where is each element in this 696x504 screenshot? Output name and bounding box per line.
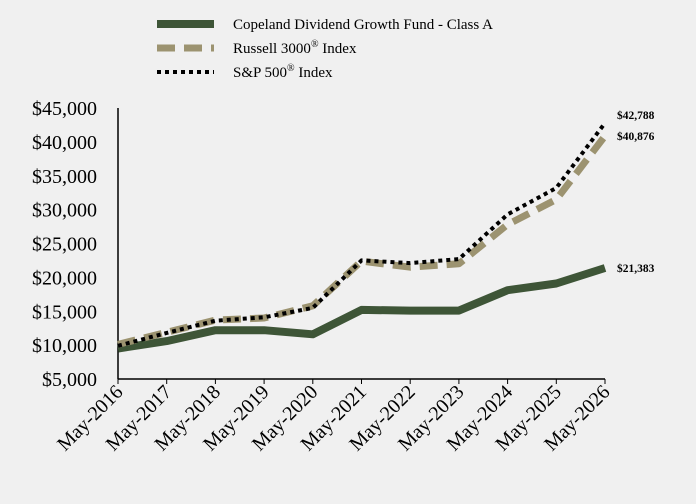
y-axis: $5,000 $10,000 $15,000 $20,000 $25,000 $30,00… bbox=[32, 98, 119, 391]
series-line-copeland-dividend-growth-fund-class-a bbox=[117, 264, 607, 353]
y-tick-label: $15,000 bbox=[32, 301, 97, 323]
y-tick-label: $5,000 bbox=[42, 369, 97, 391]
legend: Copeland Dividend Growth Fund - Class A R… bbox=[157, 17, 493, 81]
y-tick-label: $20,000 bbox=[32, 267, 97, 289]
y-tick-label: $25,000 bbox=[32, 234, 97, 256]
legend-label-copeland-dividend-growth-fund-class-a: Copeland Dividend Growth Fund - Class A bbox=[233, 17, 493, 33]
y-tick-label: $45,000 bbox=[32, 98, 97, 120]
x-axis: May-2016May-2017May-2018May-2019May-2020… bbox=[53, 378, 615, 455]
series-lines bbox=[117, 121, 608, 353]
y-tick-label: $35,000 bbox=[32, 166, 97, 188]
series-line-s-p-500 bbox=[117, 121, 607, 348]
y-tick-label: $30,000 bbox=[32, 200, 97, 222]
legend-label-s-p-500: S&P 500® Index bbox=[233, 63, 333, 81]
y-tick-label: $10,000 bbox=[32, 335, 97, 357]
legend-label-russell-3000: Russell 3000® Index bbox=[233, 39, 357, 57]
end-label-s-p-500: $42,788 bbox=[617, 109, 655, 122]
y-tick-label: $40,000 bbox=[32, 132, 97, 154]
end-labels: $21,383 $40,876 $42,788 bbox=[617, 109, 655, 275]
end-label-russell-3000: $40,876 bbox=[617, 130, 655, 143]
end-label-copeland-dividend-growth-fund-class-a: $21,383 bbox=[617, 262, 655, 275]
